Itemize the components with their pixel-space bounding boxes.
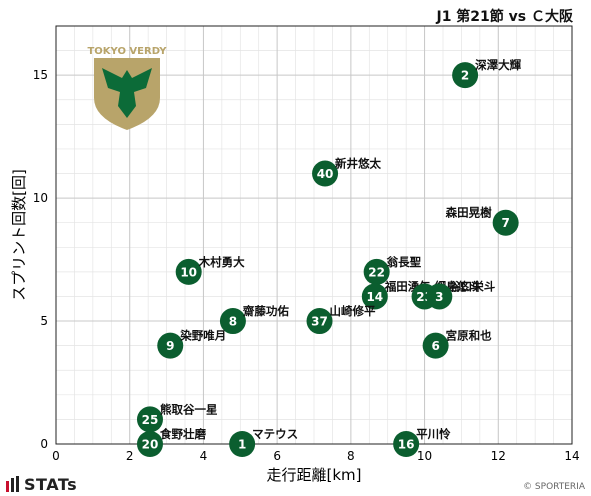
player-marker	[175, 258, 202, 285]
x-tick-label: 4	[200, 449, 208, 463]
player-marker	[426, 283, 453, 310]
player-marker	[492, 209, 519, 236]
plot-frame	[55, 25, 573, 445]
stats-logo: STATs	[6, 474, 78, 494]
x-tick-label: 0	[52, 449, 60, 463]
player-name-label: 山崎修平	[330, 304, 376, 318]
player-marker	[219, 308, 246, 335]
player-name-label: 食野壮磨	[160, 427, 206, 441]
player-marker	[363, 258, 390, 285]
player-marker	[306, 308, 333, 335]
x-tick-label: 12	[491, 449, 506, 463]
player-name-label: 森田晃樹	[446, 206, 492, 220]
player-name-label: マテウス	[252, 427, 298, 441]
y-tick-label: 0	[40, 437, 48, 451]
x-tick-label: 10	[417, 449, 432, 463]
player-name-label: 平川怜	[416, 427, 451, 441]
player-point: 1 マテウス	[229, 427, 298, 457]
player-name-label: 木村勇大	[198, 255, 245, 269]
player-number: 3	[435, 290, 443, 304]
copyright-credit: © SPORTERIA	[523, 482, 585, 492]
y-tick-label: 10	[33, 191, 48, 205]
team-logo: TOKYO VERDY	[87, 46, 167, 130]
player-name-label: 宮原和也	[446, 329, 492, 343]
y-tick-label: 15	[33, 68, 48, 82]
x-axis-label: 走行距離[km]	[266, 466, 361, 484]
x-axis-ticks: 0 2 4 6 8 10 12 14	[52, 449, 579, 463]
chart-title: J1 第21節 vs Ｃ大阪	[436, 9, 573, 25]
player-number: 37	[311, 315, 328, 329]
data-points: 2深澤大輝40新井悠太7森田晃樹10木村勇大22翁長聖14福田湧矢23綱島悠斗3…	[136, 58, 522, 457]
player-name-label: 谷口栄斗	[449, 279, 495, 293]
player-number: 25	[142, 413, 159, 427]
player-number: 8	[229, 315, 237, 329]
player-marker	[136, 431, 163, 457]
y-tick-label: 5	[40, 314, 48, 328]
player-point: 6 宮原和也	[422, 329, 492, 359]
player-marker	[361, 283, 388, 310]
x-tick-label: 8	[347, 449, 355, 463]
player-point: 3 谷口栄斗	[426, 279, 496, 310]
player-marker	[393, 431, 420, 457]
x-tick-label: 2	[126, 449, 134, 463]
stats-brand: STATs	[24, 474, 78, 494]
player-number: 40	[317, 167, 334, 181]
stats-bars-icon	[6, 476, 19, 492]
player-name-label: 染野唯月	[179, 329, 226, 343]
player-marker	[136, 406, 163, 433]
player-name-label: 翁長聖	[386, 255, 422, 269]
player-point: 9 染野唯月	[157, 329, 226, 359]
player-number: 14	[366, 290, 383, 304]
player-number: 7	[501, 216, 509, 230]
player-name-label: 齋藤功佑	[242, 304, 289, 318]
x-tick-label: 6	[273, 449, 281, 463]
player-name-label: 深澤大輝	[475, 58, 521, 72]
player-marker	[157, 332, 184, 359]
player-number: 10	[180, 265, 197, 279]
x-tick-label: 14	[564, 449, 579, 463]
player-number: 1	[238, 438, 246, 452]
player-point: 7 森田晃樹	[446, 206, 519, 236]
y-axis-ticks: 0 5 10 15	[33, 68, 48, 451]
player-number: 2	[461, 69, 469, 83]
player-number: 20	[142, 438, 159, 452]
player-marker	[312, 160, 339, 187]
player-marker	[422, 332, 449, 359]
player-number: 6	[431, 339, 439, 353]
player-point: 8 齋藤功佑	[219, 304, 289, 335]
eagle-icon	[102, 68, 152, 118]
player-marker	[229, 431, 256, 457]
player-name-label: 熊取谷一星	[160, 402, 218, 416]
player-point: 2 深澤大輝	[452, 58, 522, 89]
logo-text: TOKYO VERDY	[87, 46, 167, 57]
player-number: 16	[398, 438, 415, 452]
player-name-label: 新井悠太	[335, 157, 381, 171]
player-number: 22	[368, 265, 385, 279]
y-axis-label: スプリント回数[回]	[10, 169, 28, 301]
player-number: 9	[166, 339, 174, 353]
player-marker	[452, 62, 479, 89]
